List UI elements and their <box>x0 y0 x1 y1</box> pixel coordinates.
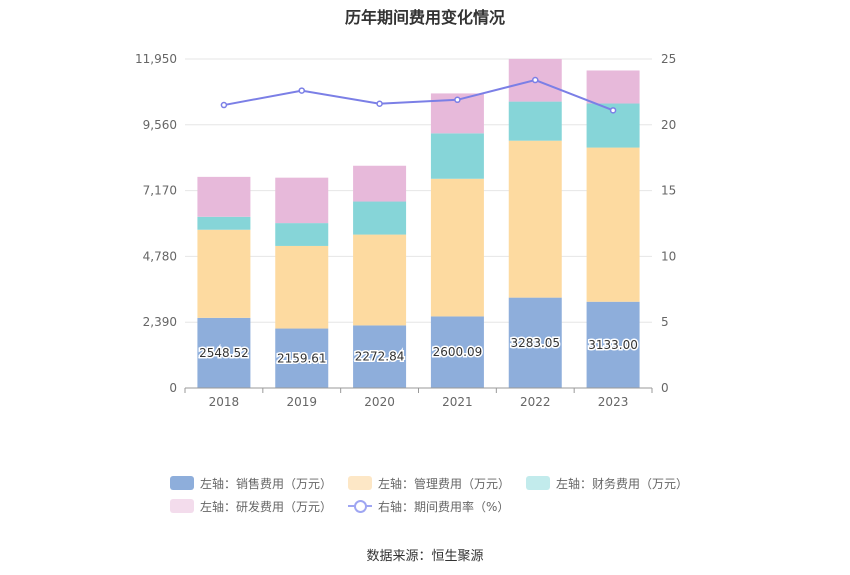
y-right-tick-label: 15 <box>661 184 676 198</box>
x-tick-label: 2019 <box>286 395 317 409</box>
bar-admin <box>430 178 484 317</box>
x-tick-label: 2022 <box>520 395 551 409</box>
bar-admin <box>508 140 562 298</box>
bar-finance <box>430 133 484 179</box>
bar-value-label: 2272.84 <box>355 350 405 364</box>
legend-label-sales: 左轴：销售费用（万元） <box>200 476 333 491</box>
legend-label-rate: 右轴：期间费用率（%） <box>378 499 510 514</box>
bar-finance <box>508 101 562 141</box>
bar-finance <box>275 223 329 246</box>
legend-item-sales[interactable]: 左轴：销售费用（万元） <box>170 475 332 492</box>
bar-rd <box>197 176 251 217</box>
bar-admin <box>275 245 329 329</box>
chart-legend: 左轴：销售费用（万元） 左轴：管理费用（万元） 左轴：财务费用（万元） 左轴：研… <box>170 472 730 518</box>
grid-lines <box>185 58 652 389</box>
x-tick-label: 2020 <box>364 395 395 409</box>
y-right-tick-label: 0 <box>661 381 669 395</box>
y-right-tick-label: 20 <box>661 118 676 132</box>
bar-sales <box>353 325 407 388</box>
legend-item-rd[interactable]: 左轴：研发费用（万元） <box>170 498 332 515</box>
legend-item-finance[interactable]: 左轴：财务费用（万元） <box>526 475 688 492</box>
legend-swatch-sales <box>170 476 194 490</box>
bar-value-label: 3283.05 <box>510 336 560 350</box>
y-right-tick-label: 10 <box>661 249 676 263</box>
bar-series <box>197 58 640 388</box>
bar-sales <box>197 317 251 388</box>
y-left-tick-label: 7,170 <box>143 184 177 198</box>
legend-label-rd: 左轴：研发费用（万元） <box>200 499 333 514</box>
bar-rd <box>353 165 407 202</box>
x-tick-label: 2023 <box>598 395 629 409</box>
rate-line <box>220 76 617 114</box>
rate-point <box>298 87 305 94</box>
y-left-tick-label: 4,780 <box>143 249 177 263</box>
y-left-tick-label: 9,560 <box>143 118 177 132</box>
x-tick-label: 2021 <box>442 395 473 409</box>
rate-point <box>609 107 617 114</box>
legend-swatch-admin <box>348 476 373 490</box>
bar-rd <box>586 70 640 104</box>
y-left-tick-label: 0 <box>169 381 177 395</box>
bar-sales <box>508 297 562 388</box>
rate-point <box>532 76 539 84</box>
bar-value-label: 2600.09 <box>433 345 483 359</box>
y-right-tick-label: 5 <box>661 315 669 329</box>
legend-swatch-finance <box>526 476 551 490</box>
x-tick-label: 2018 <box>209 395 240 409</box>
bar-admin <box>197 229 251 318</box>
y-left-tick-label: 2,390 <box>143 315 177 329</box>
rate-point <box>220 101 228 109</box>
bar-value-label: 3133.00 <box>588 338 638 352</box>
bar-rd <box>275 177 329 224</box>
bar-finance <box>197 216 251 230</box>
bar-labels: 2548.52 2159.61 2272.84 2600.09 3283.05 3133.… <box>198 334 640 366</box>
legend-swatch-rd <box>170 499 194 513</box>
bar-sales <box>586 301 640 388</box>
legend-label-finance: 左轴：财务费用（万元） <box>556 476 689 491</box>
bar-finance <box>353 201 407 235</box>
bar-value-label: 2548.52 <box>199 346 249 360</box>
y-right-tick-label: 25 <box>661 52 676 66</box>
legend-item-rate[interactable]: 右轴：期间费用率（%） <box>348 498 509 515</box>
rate-line-path <box>223 79 614 112</box>
y-left-tick-label: 11,950 <box>135 52 177 66</box>
bar-admin <box>586 147 640 302</box>
bar-admin <box>353 234 407 326</box>
chart-title: 历年期间费用变化情况 <box>344 8 505 27</box>
bar-sales <box>275 328 329 388</box>
rate-point <box>376 100 383 107</box>
legend-item-admin[interactable]: 左轴：管理费用（万元） <box>348 475 510 492</box>
data-source: 数据来源：恒生聚源 <box>366 549 484 564</box>
legend-label-admin: 左轴：管理费用（万元） <box>378 476 511 491</box>
chart-plot: 2548.52 2159.61 2272.84 2600.09 3283.05 3133.… <box>135 52 676 409</box>
bar-value-label: 2159.61 <box>277 351 327 365</box>
legend-row-2: 左轴：研发费用（万元） 右轴：期间费用率（%） <box>170 495 730 517</box>
axes: 0 2,390 4,780 7,170 9,560 11,950 0 5 10 15 20 25 201… <box>135 52 676 409</box>
bar-sales <box>430 316 484 388</box>
legend-row-1: 左轴：销售费用（万元） 左轴：管理费用（万元） 左轴：财务费用（万元） <box>170 472 730 494</box>
rate-point <box>454 96 461 104</box>
legend-swatch-rate <box>348 499 373 513</box>
